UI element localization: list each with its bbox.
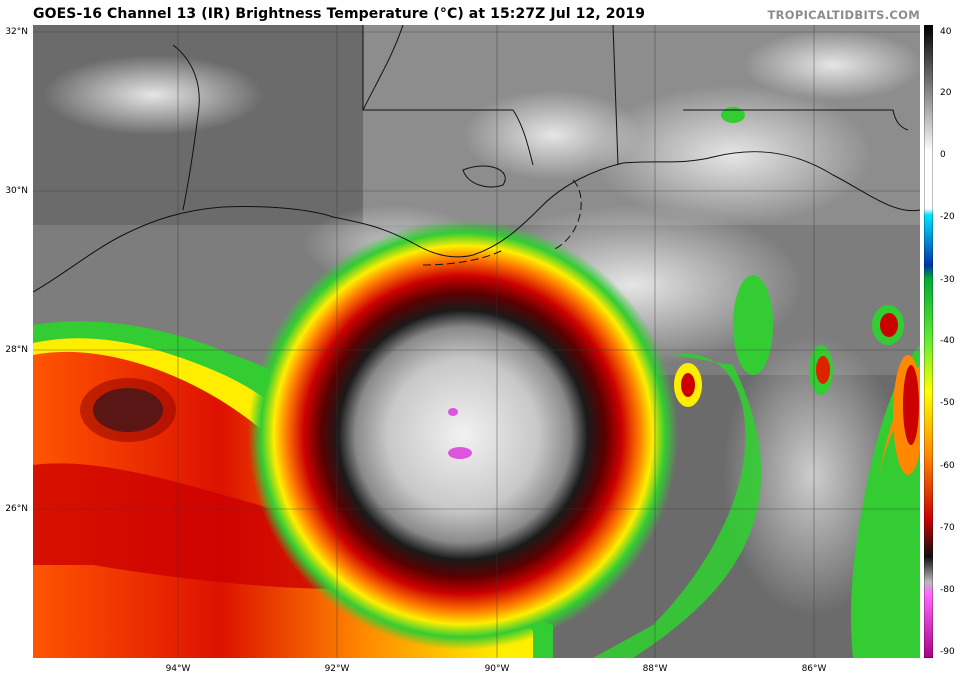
lon-label-94: 94°W [165, 664, 191, 674]
colorbar [924, 25, 933, 658]
lat-label-30: 30°N [5, 186, 28, 196]
satellite-imagery [33, 25, 920, 658]
credit-text: TROPICALTIDBITS.COM [767, 8, 920, 22]
satellite-map[interactable] [33, 25, 920, 658]
lon-label-86: 86°W [801, 664, 827, 674]
chart-title: GOES-16 Channel 13 (IR) Brightness Tempe… [33, 6, 646, 22]
lat-label-28: 28°N [5, 345, 28, 355]
lat-label-32: 32°N [5, 27, 28, 37]
colorbar-label: -70 [940, 523, 955, 533]
colorbar-label: -20 [940, 212, 955, 222]
colorbar-label: -90 [940, 647, 955, 657]
colorbar-label: 40 [940, 27, 952, 37]
colorbar-label: -30 [940, 275, 955, 285]
colorbar-label: -80 [940, 585, 955, 595]
lon-label-92: 92°W [324, 664, 350, 674]
lon-label-90: 90°W [484, 664, 510, 674]
colorbar-label: -40 [940, 336, 955, 346]
colorbar-label: 0 [940, 150, 946, 160]
colorbar-label: 20 [940, 88, 952, 98]
lon-label-88: 88°W [642, 664, 668, 674]
colorbar-label: -60 [940, 461, 955, 471]
lat-label-26: 26°N [5, 504, 28, 514]
colorbar-label: -50 [940, 398, 955, 408]
